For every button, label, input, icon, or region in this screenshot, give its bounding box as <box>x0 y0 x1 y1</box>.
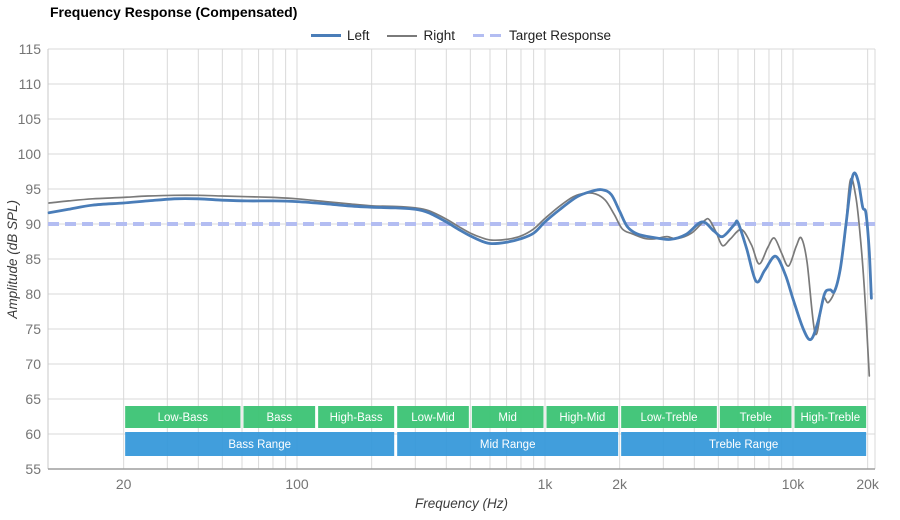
y-tick-label: 85 <box>25 251 41 267</box>
left-curve <box>47 171 873 342</box>
range-band-label: Mid Range <box>480 439 536 451</box>
y-tick-label: 70 <box>25 356 41 372</box>
x-axis-title: Frequency (Hz) <box>414 496 509 511</box>
x-tick-label: 1k <box>538 476 554 492</box>
sub-band-low-bass <box>125 406 241 428</box>
sub-band-bass <box>243 406 316 428</box>
left-line-swatch-icon <box>310 33 341 38</box>
x-tick-label: 20 <box>116 476 132 492</box>
y-tick-label: 65 <box>25 391 41 407</box>
y-tick-label: 80 <box>25 286 41 302</box>
right-line-swatch-icon <box>387 34 418 37</box>
sub-band-label: Low-Treble <box>640 412 697 424</box>
y-tick-label: 110 <box>19 76 42 92</box>
legend-label-right: Right <box>423 28 455 43</box>
frequency-bands: Low-Bass Bass High-Bass Low-Mid Mid High-Mid L… <box>125 406 867 456</box>
y-tick-label: 90 <box>25 216 41 232</box>
legend-item-target-response[interactable]: Target Response <box>472 28 612 43</box>
sub-band-high-treble <box>794 406 867 428</box>
sub-band-treble <box>719 406 792 428</box>
legend-label-target-response: Target Response <box>508 28 612 43</box>
range-band-bass-range <box>125 432 395 456</box>
legend-label-left: Left <box>346 28 370 43</box>
y-tick-label: 75 <box>25 321 41 337</box>
x-tick-label: 100 <box>285 476 309 492</box>
sub-band-label: Bass <box>267 412 293 424</box>
y-tick-label: 100 <box>18 146 42 162</box>
y-tick-label: 55 <box>25 461 41 477</box>
range-band-treble-range <box>621 432 867 456</box>
sub-band-label: Low-Bass <box>158 412 209 424</box>
target-dashed-swatch-icon <box>472 33 503 38</box>
legend-item-left[interactable]: Left <box>310 28 370 43</box>
x-tick-label: 10k <box>782 476 806 492</box>
sub-band-label: Low-Mid <box>411 412 454 424</box>
sub-band-low-treble <box>621 406 717 428</box>
legend: Left Right Target Response <box>0 28 900 43</box>
sub-band-label: High-Bass <box>330 412 383 424</box>
legend-item-right[interactable]: Right <box>387 28 455 43</box>
range-band-mid-range <box>397 432 619 456</box>
y-tick-labels: 55 60 65 70 75 80 85 90 95 100 105 110 115 <box>18 41 42 477</box>
sub-band-mid <box>471 406 544 428</box>
x-tick-label: 2k <box>612 476 628 492</box>
range-band-label: Bass Range <box>228 439 291 451</box>
y-tick-label: 60 <box>25 426 41 442</box>
sub-band-label: Treble <box>740 412 772 424</box>
sub-band-low-mid <box>397 406 469 428</box>
range-band-label: Treble Range <box>709 439 778 451</box>
y-tick-label: 115 <box>19 41 42 57</box>
y-tick-label: 105 <box>18 111 42 127</box>
sub-band-label: High-Mid <box>559 412 605 424</box>
sub-band-high-mid <box>546 406 619 428</box>
right-curve <box>48 177 871 377</box>
sub-band-label: Mid <box>498 412 517 424</box>
sub-band-label: High-Treble <box>800 412 860 424</box>
x-tick-labels: 20 100 1k 2k 10k 20k <box>116 476 880 492</box>
y-tick-label: 95 <box>25 181 41 197</box>
x-tick-label: 20k <box>856 476 880 492</box>
chart-title: Frequency Response (Compensated) <box>50 4 298 20</box>
sub-band-high-bass <box>318 406 395 428</box>
